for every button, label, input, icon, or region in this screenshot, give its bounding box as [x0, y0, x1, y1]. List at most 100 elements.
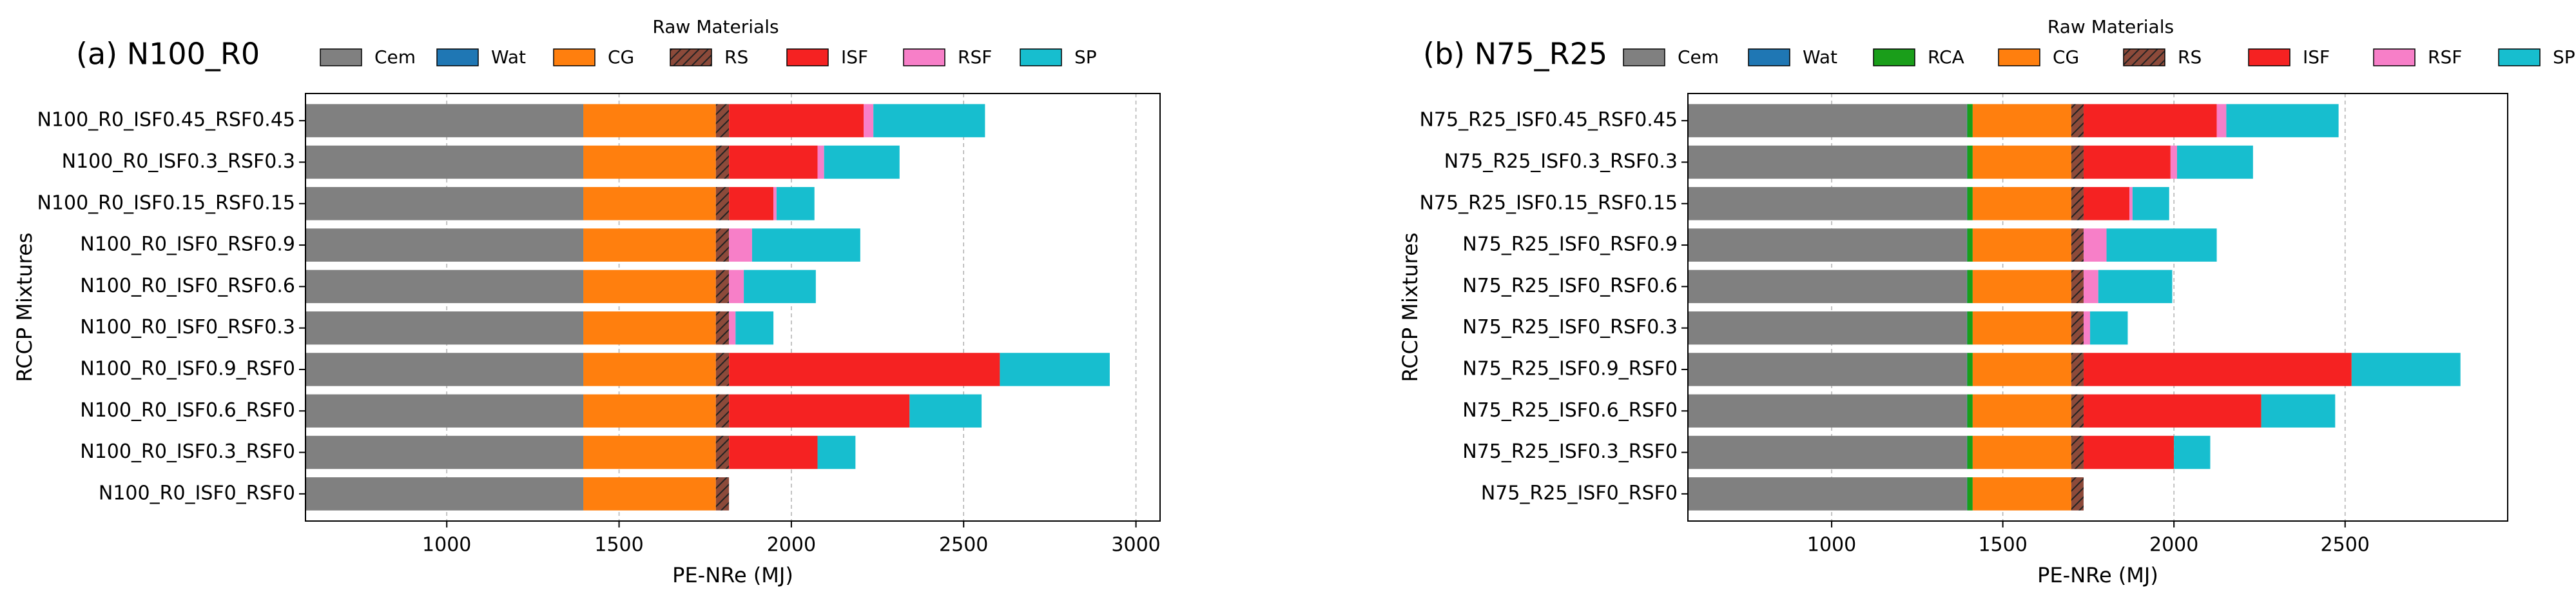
bar-segment: [583, 353, 716, 386]
bar-segment: [305, 477, 583, 511]
bar-segment: [1966, 270, 1968, 304]
bar-segment: [583, 104, 716, 137]
bar-segment: [715, 228, 730, 262]
bar-segment: [2071, 104, 2084, 137]
bar-segment: [1972, 477, 2071, 511]
legend-label: SP: [2553, 46, 2575, 68]
y-tick-label: N100_R0_ISF0_RSF0.9: [80, 233, 295, 256]
bar-segment: [715, 104, 730, 137]
y-axis-label: RCCP Mixtures: [1398, 233, 1422, 382]
legend-swatch: [1623, 48, 1665, 66]
bar-segment: [305, 394, 583, 428]
bar-segment: [1966, 311, 1968, 345]
bar-segment: [773, 187, 777, 221]
legend-label: Cem: [374, 46, 416, 68]
y-tick-label: N75_R25_ISF0_RSF0.3: [1462, 316, 1678, 339]
bar-segment: [729, 270, 744, 304]
bar-segment: [715, 353, 730, 386]
legend-swatch: [2498, 48, 2541, 66]
x-tick-label: 1500: [1978, 534, 2027, 557]
bar-segment: [1966, 228, 1968, 262]
bar-segment: [305, 435, 583, 469]
legend-label: RCA: [1928, 46, 1964, 68]
bar-segment: [2106, 228, 2217, 262]
bar-segment: [2071, 228, 2084, 262]
bar-segment: [583, 394, 716, 428]
bar-segment: [1966, 104, 1968, 137]
bar-segment: [1972, 353, 2071, 386]
bar-segment: [305, 311, 583, 345]
x-tick-label: 2500: [2321, 534, 2370, 557]
legend-title: Raw Materials: [652, 16, 779, 37]
y-tick-label: N100_R0_ISF0.9_RSF0: [80, 357, 295, 380]
bar-segment: [2261, 394, 2336, 428]
bar-segment: [735, 311, 774, 345]
bar-segment: [1967, 394, 1973, 428]
bar-segment: [1972, 104, 2071, 137]
bar-segment: [817, 435, 856, 469]
y-axis-label: RCCP Mixtures: [12, 233, 37, 382]
bar-segment: [1967, 228, 1973, 262]
bar-segment: [824, 145, 900, 179]
bar-segment: [2351, 353, 2461, 386]
y-tick-label: N75_R25_ISF0_RSF0.9: [1462, 233, 1678, 256]
bar-segment: [817, 145, 824, 179]
y-tick-label: N75_R25_ISF0.45_RSF0.45: [1419, 109, 1678, 132]
legend-label: Wat: [491, 46, 526, 68]
x-tick-label: 1000: [422, 534, 471, 557]
bar-segment: [2132, 187, 2169, 221]
bar-segment: [583, 228, 716, 262]
bar-segment: [2174, 435, 2211, 469]
bar-segment: [2216, 104, 2227, 137]
bar-segment: [729, 394, 910, 428]
legend-label: RS: [724, 46, 748, 68]
legend-swatch: [2248, 48, 2290, 66]
y-tick-label: N75_R25_ISF0.6_RSF0: [1462, 399, 1678, 422]
legend-swatch: [320, 48, 362, 66]
bar-segment: [1972, 394, 2071, 428]
legend-title: Raw Materials: [2048, 16, 2174, 37]
bar-segment: [1000, 353, 1110, 386]
bar-segment: [305, 145, 583, 179]
bar-segment: [1972, 228, 2071, 262]
bar-segment: [2083, 394, 2261, 428]
plot-frame: [305, 93, 1161, 522]
x-tick-label: 3000: [1111, 534, 1160, 557]
bar-segment: [2170, 145, 2177, 179]
bar-segment: [1967, 435, 1973, 469]
bar-segment: [1688, 435, 1967, 469]
bar-segment: [1967, 104, 1973, 137]
bar-segment: [305, 270, 583, 304]
bar-segment: [1967, 187, 1973, 221]
bar-segment: [2071, 145, 2084, 179]
bar-segment: [729, 435, 818, 469]
bar-segment: [715, 477, 730, 511]
y-tick-label: N100_R0_ISF0_RSF0: [99, 482, 295, 504]
bar-segment: [1966, 353, 1968, 386]
bar-segment: [2090, 311, 2128, 345]
legend-label: RS: [2178, 46, 2202, 68]
y-tick-label: N100_R0_ISF0_RSF0.3: [80, 316, 295, 339]
bar-segment: [1967, 477, 1973, 511]
bar-segment: [583, 187, 716, 221]
x-tick-label: 1500: [594, 534, 643, 557]
legend-label: ISF: [841, 46, 868, 68]
bar-segment: [1967, 353, 1973, 386]
bar-segment: [715, 394, 730, 428]
bar-segment: [305, 228, 583, 262]
bar-segment: [1972, 145, 2071, 179]
bar-segment: [729, 311, 736, 345]
bar-segment: [2071, 394, 2084, 428]
legend-swatch: [670, 48, 712, 66]
bar-segment: [729, 187, 774, 221]
y-tick-label: N100_R0_ISF0_RSF0.6: [80, 275, 295, 297]
legend-label: Wat: [1803, 46, 1837, 68]
bar-segment: [2226, 104, 2339, 137]
bar-segment: [2098, 270, 2173, 304]
plot-frame: [1687, 93, 2508, 522]
bar-segment: [583, 435, 716, 469]
bar-segment: [1972, 311, 2071, 345]
bar-segment: [2071, 187, 2084, 221]
bar-segment: [2083, 228, 2107, 262]
